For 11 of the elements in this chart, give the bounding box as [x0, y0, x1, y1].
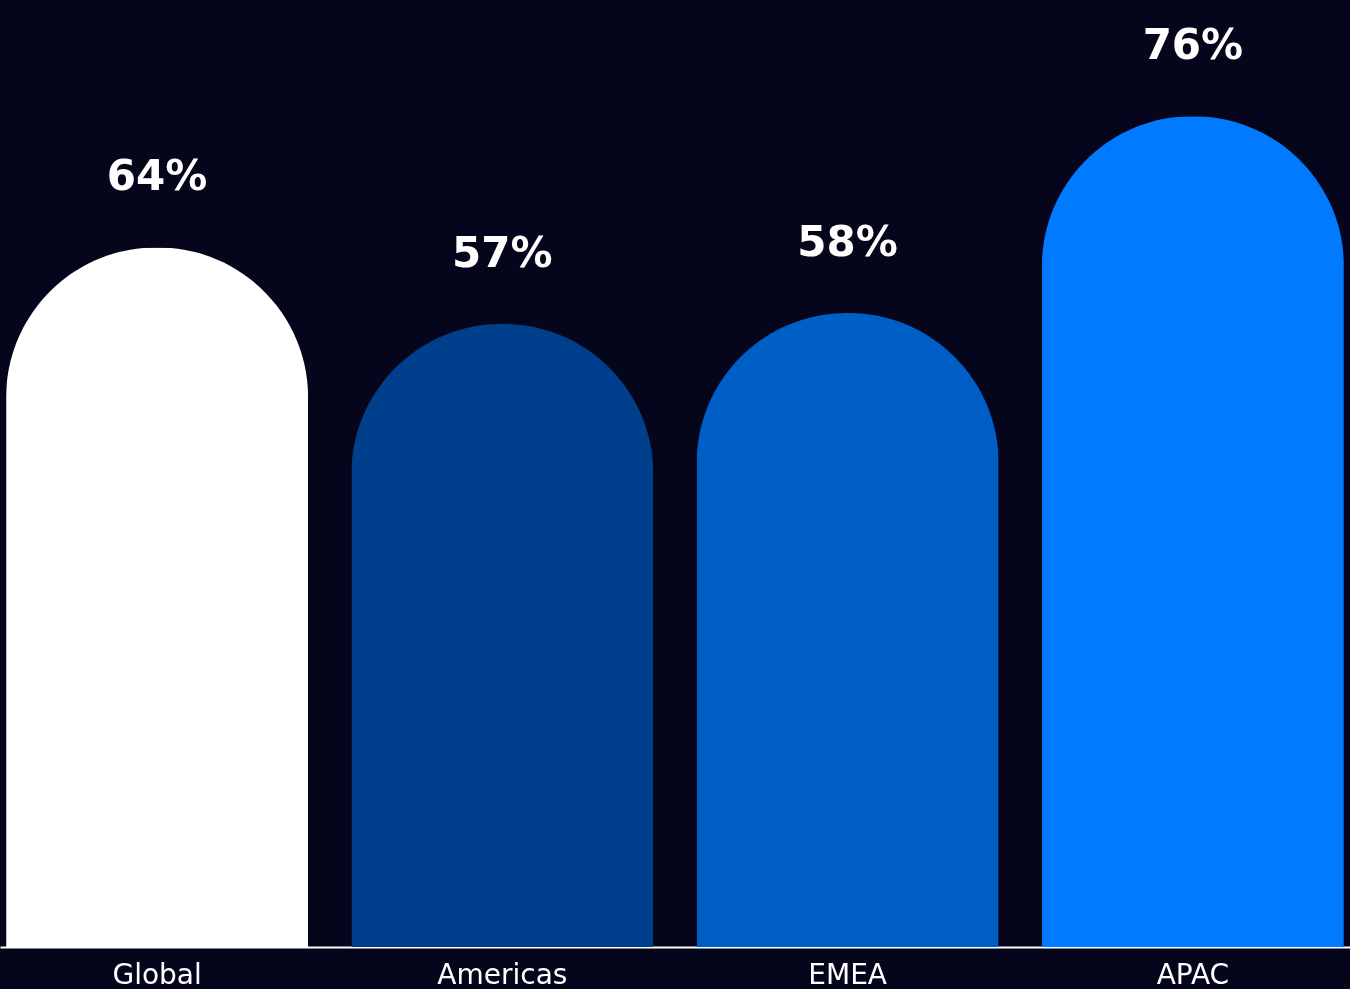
x-tick-label: Global	[112, 957, 202, 989]
bar	[1041, 116, 1344, 947]
data-label: 57%	[452, 227, 553, 277]
x-tick-label: EMEA	[808, 957, 887, 989]
data-label: 64%	[106, 151, 208, 201]
data-label: 58%	[797, 217, 898, 267]
x-tick-label: Americas	[437, 957, 568, 989]
data-label: 76%	[1142, 20, 1244, 70]
x-tick-label: APAC	[1156, 957, 1230, 989]
bar	[696, 313, 999, 947]
bar	[351, 323, 654, 947]
